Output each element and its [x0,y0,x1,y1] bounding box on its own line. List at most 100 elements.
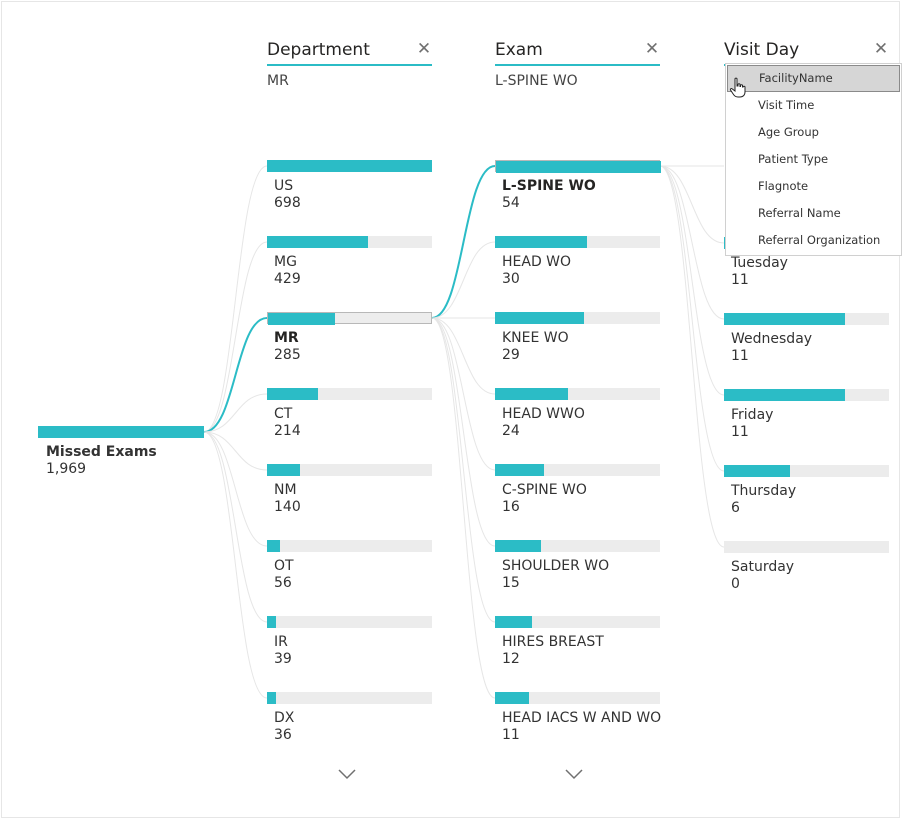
bar-fill [267,236,369,248]
dropdown-item-flagnote[interactable]: Flagnote [758,179,809,193]
close-icon[interactable]: ✕ [644,39,660,59]
department-value: 140 [274,499,301,515]
bar-track [267,616,432,628]
bar-track [495,236,660,248]
exam-node[interactable]: HEAD WO 30 [495,236,660,296]
visit-day-node[interactable]: Friday 11 [724,389,889,449]
bar-fill [496,161,661,173]
department-value: 214 [274,423,301,439]
exam-node[interactable]: KNEE WO 29 [495,312,660,372]
exam-value: 24 [502,423,520,439]
dropdown-item-facility-name[interactable]: FacilityName [727,65,900,92]
visit-day-node[interactable]: Wednesday 11 [724,313,889,373]
bar-fill [724,389,845,401]
bar-fill [267,692,276,704]
department-value: 36 [274,727,292,743]
bar-fill [495,312,584,324]
dropdown-item-age-group[interactable]: Age Group [758,125,819,139]
bar-fill [495,388,569,400]
chevron-down-icon[interactable] [564,767,584,781]
exam-label: HEAD WO [502,254,572,270]
department-node[interactable]: US 698 [267,160,432,220]
department-value: 698 [274,195,301,211]
department-node[interactable]: OT 56 [267,540,432,600]
root-value: 1,969 [46,461,87,477]
column-underline [495,64,660,66]
bar-fill [267,616,277,628]
bar-track [495,616,660,628]
visit-day-value: 11 [731,272,749,288]
bar-track [495,464,660,476]
exam-column-header: Exam ✕ L-SPINE WO [495,39,660,90]
close-icon[interactable]: ✕ [416,39,432,59]
bar-track [495,312,660,324]
visit-day-column-title: Visit Day [724,40,800,60]
exam-value: 29 [502,347,520,363]
visit-day-node[interactable]: Saturday 0 [724,541,889,601]
department-node[interactable]: MG 429 [267,236,432,296]
exam-filter-value: L-SPINE WO [495,73,578,89]
exam-node[interactable]: HEAD IACS W AND WO 11 [495,692,662,752]
visit-day-label: Friday [731,407,774,423]
exam-node[interactable]: HEAD WWO 24 [495,388,660,448]
visit-day-label: Saturday [731,559,795,575]
dropdown-item-visit-time[interactable]: Visit Time [758,98,815,112]
department-label: IR [274,634,288,650]
department-filter-value: MR [267,73,289,89]
exam-label: C-SPINE WO [502,482,587,498]
exam-label: KNEE WO [502,330,569,346]
visit-day-node[interactable]: Thursday 6 [724,465,889,525]
department-label: CT [274,406,293,422]
bar-fill [495,616,532,628]
department-value: 285 [274,347,301,363]
department-node[interactable]: CT 214 [267,388,432,448]
bar-track [724,389,889,401]
exam-value: 12 [502,651,520,667]
department-node[interactable]: DX 36 [267,692,432,752]
bar-track [495,388,660,400]
exam-label: SHOULDER WO [502,558,610,574]
exam-label: HIRES BREAST [502,634,604,650]
hand-pointer-icon [729,77,746,98]
department-node[interactable]: NM 140 [267,464,432,524]
department-node[interactable]: IR 39 [267,616,432,676]
exam-value: 30 [502,271,520,287]
exam-node[interactable]: C-SPINE WO 16 [495,464,660,524]
department-column-title: Department [267,40,370,60]
chevron-down-icon[interactable] [337,767,357,781]
visit-day-value: 11 [731,348,749,364]
bar-fill [267,540,281,552]
bar-fill [495,692,529,704]
bar-track [267,160,432,172]
bar-track [724,541,889,553]
bar-fill [724,313,845,325]
bar-track [724,313,889,325]
dropdown-item-patient-type[interactable]: Patient Type [758,152,829,166]
close-icon[interactable]: ✕ [873,39,889,59]
department-label: MG [274,254,297,270]
exam-column-title: Exam [495,40,543,60]
split-field-dropdown: FacilityName Visit Time Age Group Patien… [725,63,902,256]
department-label: OT [274,558,294,574]
bar-fill [495,464,544,476]
exam-value: 11 [502,727,520,743]
exam-label: HEAD WWO [502,406,585,422]
bar-fill [267,464,300,476]
department-value: 56 [274,575,292,591]
bar-track [724,465,889,477]
bar-fill [495,236,587,248]
bar-track [495,160,661,173]
visit-day-label: Tuesday [731,255,788,271]
exam-label: HEAD IACS W AND WO [502,710,662,726]
dropdown-item-referral-name[interactable]: Referral Name [758,206,841,220]
dropdown-item-referral-organization[interactable]: Referral Organization [758,233,881,247]
exam-node[interactable]: SHOULDER WO 15 [495,540,660,600]
department-value: 39 [274,651,292,667]
exam-node[interactable]: L-SPINE WO 54 [495,160,661,220]
bar-track [267,388,432,400]
department-value: 429 [274,271,301,287]
bar-track [495,692,660,704]
root-node[interactable]: Missed Exams 1,969 [38,426,204,486]
department-node[interactable]: MR 285 [267,312,432,372]
exam-node[interactable]: HIRES BREAST 12 [495,616,660,676]
